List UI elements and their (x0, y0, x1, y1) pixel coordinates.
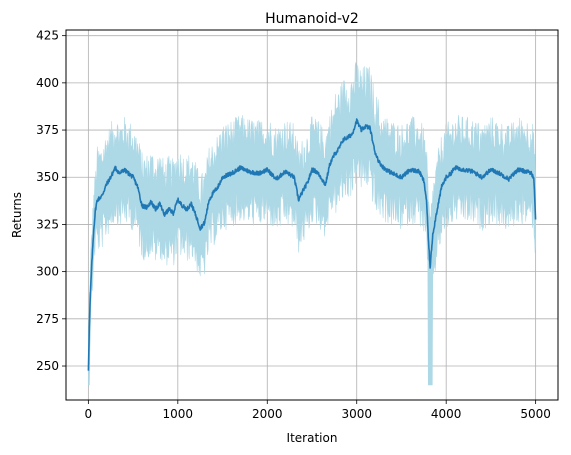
y-axis-label: Returns (10, 192, 24, 238)
chart-title: Humanoid-v2 (265, 11, 359, 27)
variance-band-area (88, 62, 536, 386)
x-tick-label: 0 (85, 407, 93, 421)
mean-returns-line (87, 118, 537, 371)
plot-frame (65, 29, 559, 401)
x-tick-label: 3000 (341, 407, 372, 421)
x-tick-label: 1000 (163, 407, 194, 421)
y-tick-label: 400 (36, 76, 59, 90)
x-tick-label: 5000 (520, 407, 551, 421)
y-tick-label: 250 (36, 359, 59, 373)
y-tick-label: 325 (36, 217, 59, 231)
x-tick-label: 4000 (431, 407, 462, 421)
y-tick-label: 350 (36, 170, 59, 184)
x-axis-label: Iteration (287, 431, 338, 445)
x-tick-label: 2000 (252, 407, 283, 421)
y-tick-label: 425 (36, 29, 59, 43)
y-tick-label: 375 (36, 123, 59, 137)
y-tick-label: 300 (36, 265, 59, 279)
returns-variance-band (88, 62, 536, 386)
axis-ticks: 0 1000 2000 3000 4000 5000 250 275 300 325 350 375 4… (36, 29, 551, 421)
returns-mean-line (87, 118, 537, 371)
y-tick-label: 275 (36, 312, 59, 326)
